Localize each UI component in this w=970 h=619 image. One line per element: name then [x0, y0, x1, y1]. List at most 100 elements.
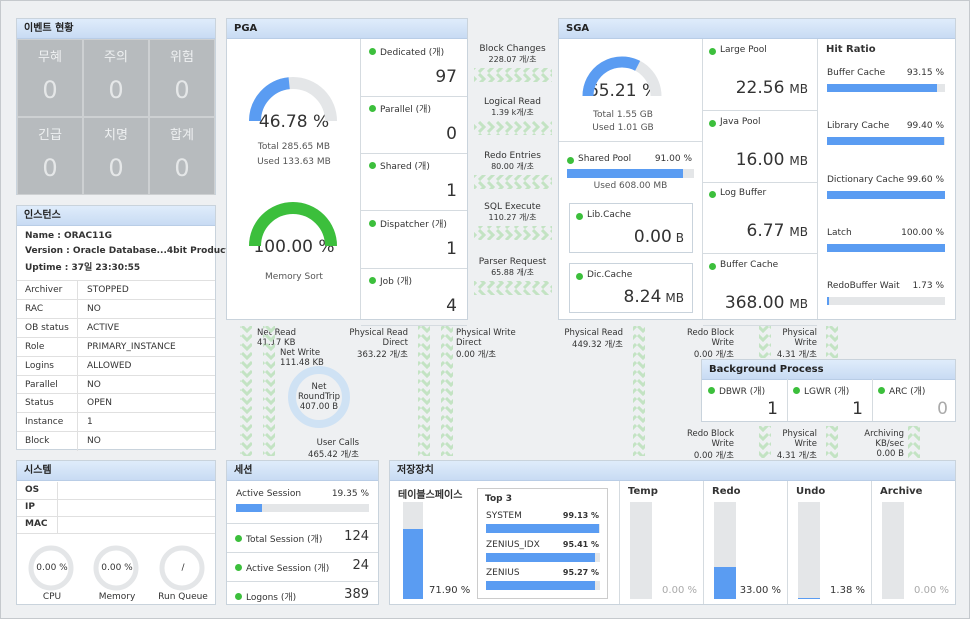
- section-divider: [871, 481, 872, 604]
- label: Job (개): [380, 276, 413, 287]
- value: 22.56: [735, 78, 785, 98]
- top3-label: ZENIUS: [486, 568, 520, 578]
- status-dot: [369, 219, 376, 227]
- pool-cell: Large Pool 22.56 MB: [703, 39, 817, 111]
- row-divider: [57, 499, 58, 516]
- pool-value: 6.77 MB: [747, 221, 808, 241]
- event-value: 0: [42, 76, 58, 104]
- event-cell: 치명 0: [83, 117, 149, 195]
- panel-header: 세션: [227, 461, 378, 481]
- bar: [714, 566, 736, 599]
- flow-text: Write: [711, 338, 734, 348]
- section-title: Archive: [880, 486, 923, 497]
- event-value: 0: [174, 154, 190, 182]
- instance-row: Status OPEN: [17, 393, 215, 414]
- unit: MB: [789, 296, 808, 311]
- gauge-detail: Total 285.65 MB: [257, 142, 331, 152]
- panel-header: 인스턴스: [17, 206, 215, 226]
- top3-value: 95.41 %: [562, 539, 599, 549]
- flow-text: Write: [711, 439, 734, 449]
- gauge-value-label: 46.78 %: [258, 112, 330, 132]
- label: Log Buffer: [720, 188, 767, 198]
- label: Large Pool: [720, 45, 767, 55]
- row-value: OPEN: [87, 398, 112, 409]
- row-divider: [77, 394, 78, 414]
- status-dot: [235, 593, 242, 600]
- status-dot: [369, 276, 376, 284]
- pool-cell: Buffer Cache 368.00 MB: [703, 254, 817, 326]
- row-key: IP: [25, 502, 35, 512]
- gauge-value-label: /: [181, 563, 185, 573]
- panel-header: 이벤트 현황: [17, 19, 215, 39]
- flow-chevrons: [474, 281, 552, 295]
- instance-row: Block NO: [17, 431, 215, 452]
- bg-cell: DBWR (개) 1: [702, 379, 788, 421]
- gauge-label: Run Queue: [158, 592, 208, 602]
- flow-text: Physical Read: [564, 328, 623, 338]
- flow-text: Write: [794, 439, 817, 449]
- value: 8.24: [623, 287, 662, 307]
- system-row: IP: [17, 499, 215, 517]
- row-key: OS: [25, 485, 40, 495]
- session-cell: Logons (개) 389: [227, 581, 378, 611]
- gauge-detail: Memory Sort: [265, 272, 323, 282]
- column-divider: [817, 39, 818, 319]
- bar: [827, 297, 830, 306]
- instance-info: Uptime : 37일 23:30:55: [25, 263, 141, 273]
- bar: [567, 169, 683, 178]
- flow-label: Redo Entries: [484, 151, 541, 161]
- event-cell: 위험 0: [149, 39, 215, 117]
- value: 6.77: [746, 221, 785, 241]
- session-value: 389: [344, 587, 369, 602]
- status-dot: [369, 162, 376, 170]
- system-row: MAC: [17, 516, 215, 534]
- label: Shared Pool: [578, 154, 632, 164]
- cache-value: 0.00 B: [634, 227, 684, 247]
- instance-panel: 인스턴스 Name : ORAC11G Version : Oracle Datab…: [16, 205, 246, 452]
- row-divider: [77, 356, 78, 376]
- hit-label: Library Cache: [827, 121, 890, 132]
- top3-title: Top 3: [485, 494, 512, 504]
- flow-chevrons: [418, 326, 430, 456]
- bg-cell: ARC (개) 0: [872, 379, 957, 421]
- bar: [403, 529, 423, 599]
- flow-chevrons: [474, 68, 552, 82]
- label: Parallel (개): [380, 105, 431, 116]
- event-cell: 긴급 0: [17, 117, 83, 195]
- net-text: 407.00 B: [299, 402, 339, 412]
- row-key: Parallel: [25, 379, 58, 390]
- flow-text: Redo Block: [686, 328, 734, 338]
- section-value: 1.38 %: [830, 585, 865, 596]
- bar: [236, 504, 262, 512]
- pga-value: 4: [446, 295, 457, 316]
- gauge-detail: Used 133.63 MB: [257, 157, 331, 167]
- flow-value: 1.39 k개/초: [491, 108, 534, 117]
- panel-header: SGA: [559, 19, 955, 39]
- flow-chevrons: [826, 426, 838, 458]
- row-key: Archiver: [25, 285, 63, 295]
- event-cell: 합계 0: [149, 117, 215, 195]
- gauge-detail: Total 1.55 GB: [593, 110, 653, 120]
- row-value: NO: [87, 379, 101, 390]
- bar-track: [798, 502, 820, 599]
- events-panel: 이벤트 현황 무혜 0 주의 0 위험 0 긴급 0 치명 0 합계 0: [16, 18, 216, 195]
- row-value: NO: [87, 303, 101, 314]
- label: DBWR (개): [719, 387, 766, 397]
- flow-label: Parser Request: [478, 257, 547, 267]
- system-panel: 시스템 OS IP MAC 0.00 % CPU 0.00 % Memory / Run Queu…: [16, 460, 216, 605]
- status-dot: [709, 48, 716, 55]
- label: Lib.Cache: [587, 210, 632, 220]
- instance-row: RAC NO: [17, 298, 215, 319]
- instance-row: Logins ALLOWED: [17, 355, 215, 376]
- flow-text: Physical: [782, 429, 817, 439]
- pga-cell: Dispatcher (개) 1: [361, 211, 467, 269]
- row-value: 1: [87, 417, 93, 428]
- flow-value: 65.88 개/초: [491, 268, 534, 277]
- instance-row: Archiver STOPPED: [17, 280, 215, 300]
- flow-chevrons: [759, 326, 771, 358]
- bar-track: [630, 502, 652, 599]
- sga-panel: SGA 65.21 % Total 1.55 GB Used 1.01 GB Share…: [558, 18, 956, 326]
- hit-label: Latch: [827, 227, 852, 238]
- flow-value: 80.00 개/초: [491, 162, 534, 171]
- session-panel: 세션 Active Session 19.35 % Total Session (개)…: [226, 460, 379, 605]
